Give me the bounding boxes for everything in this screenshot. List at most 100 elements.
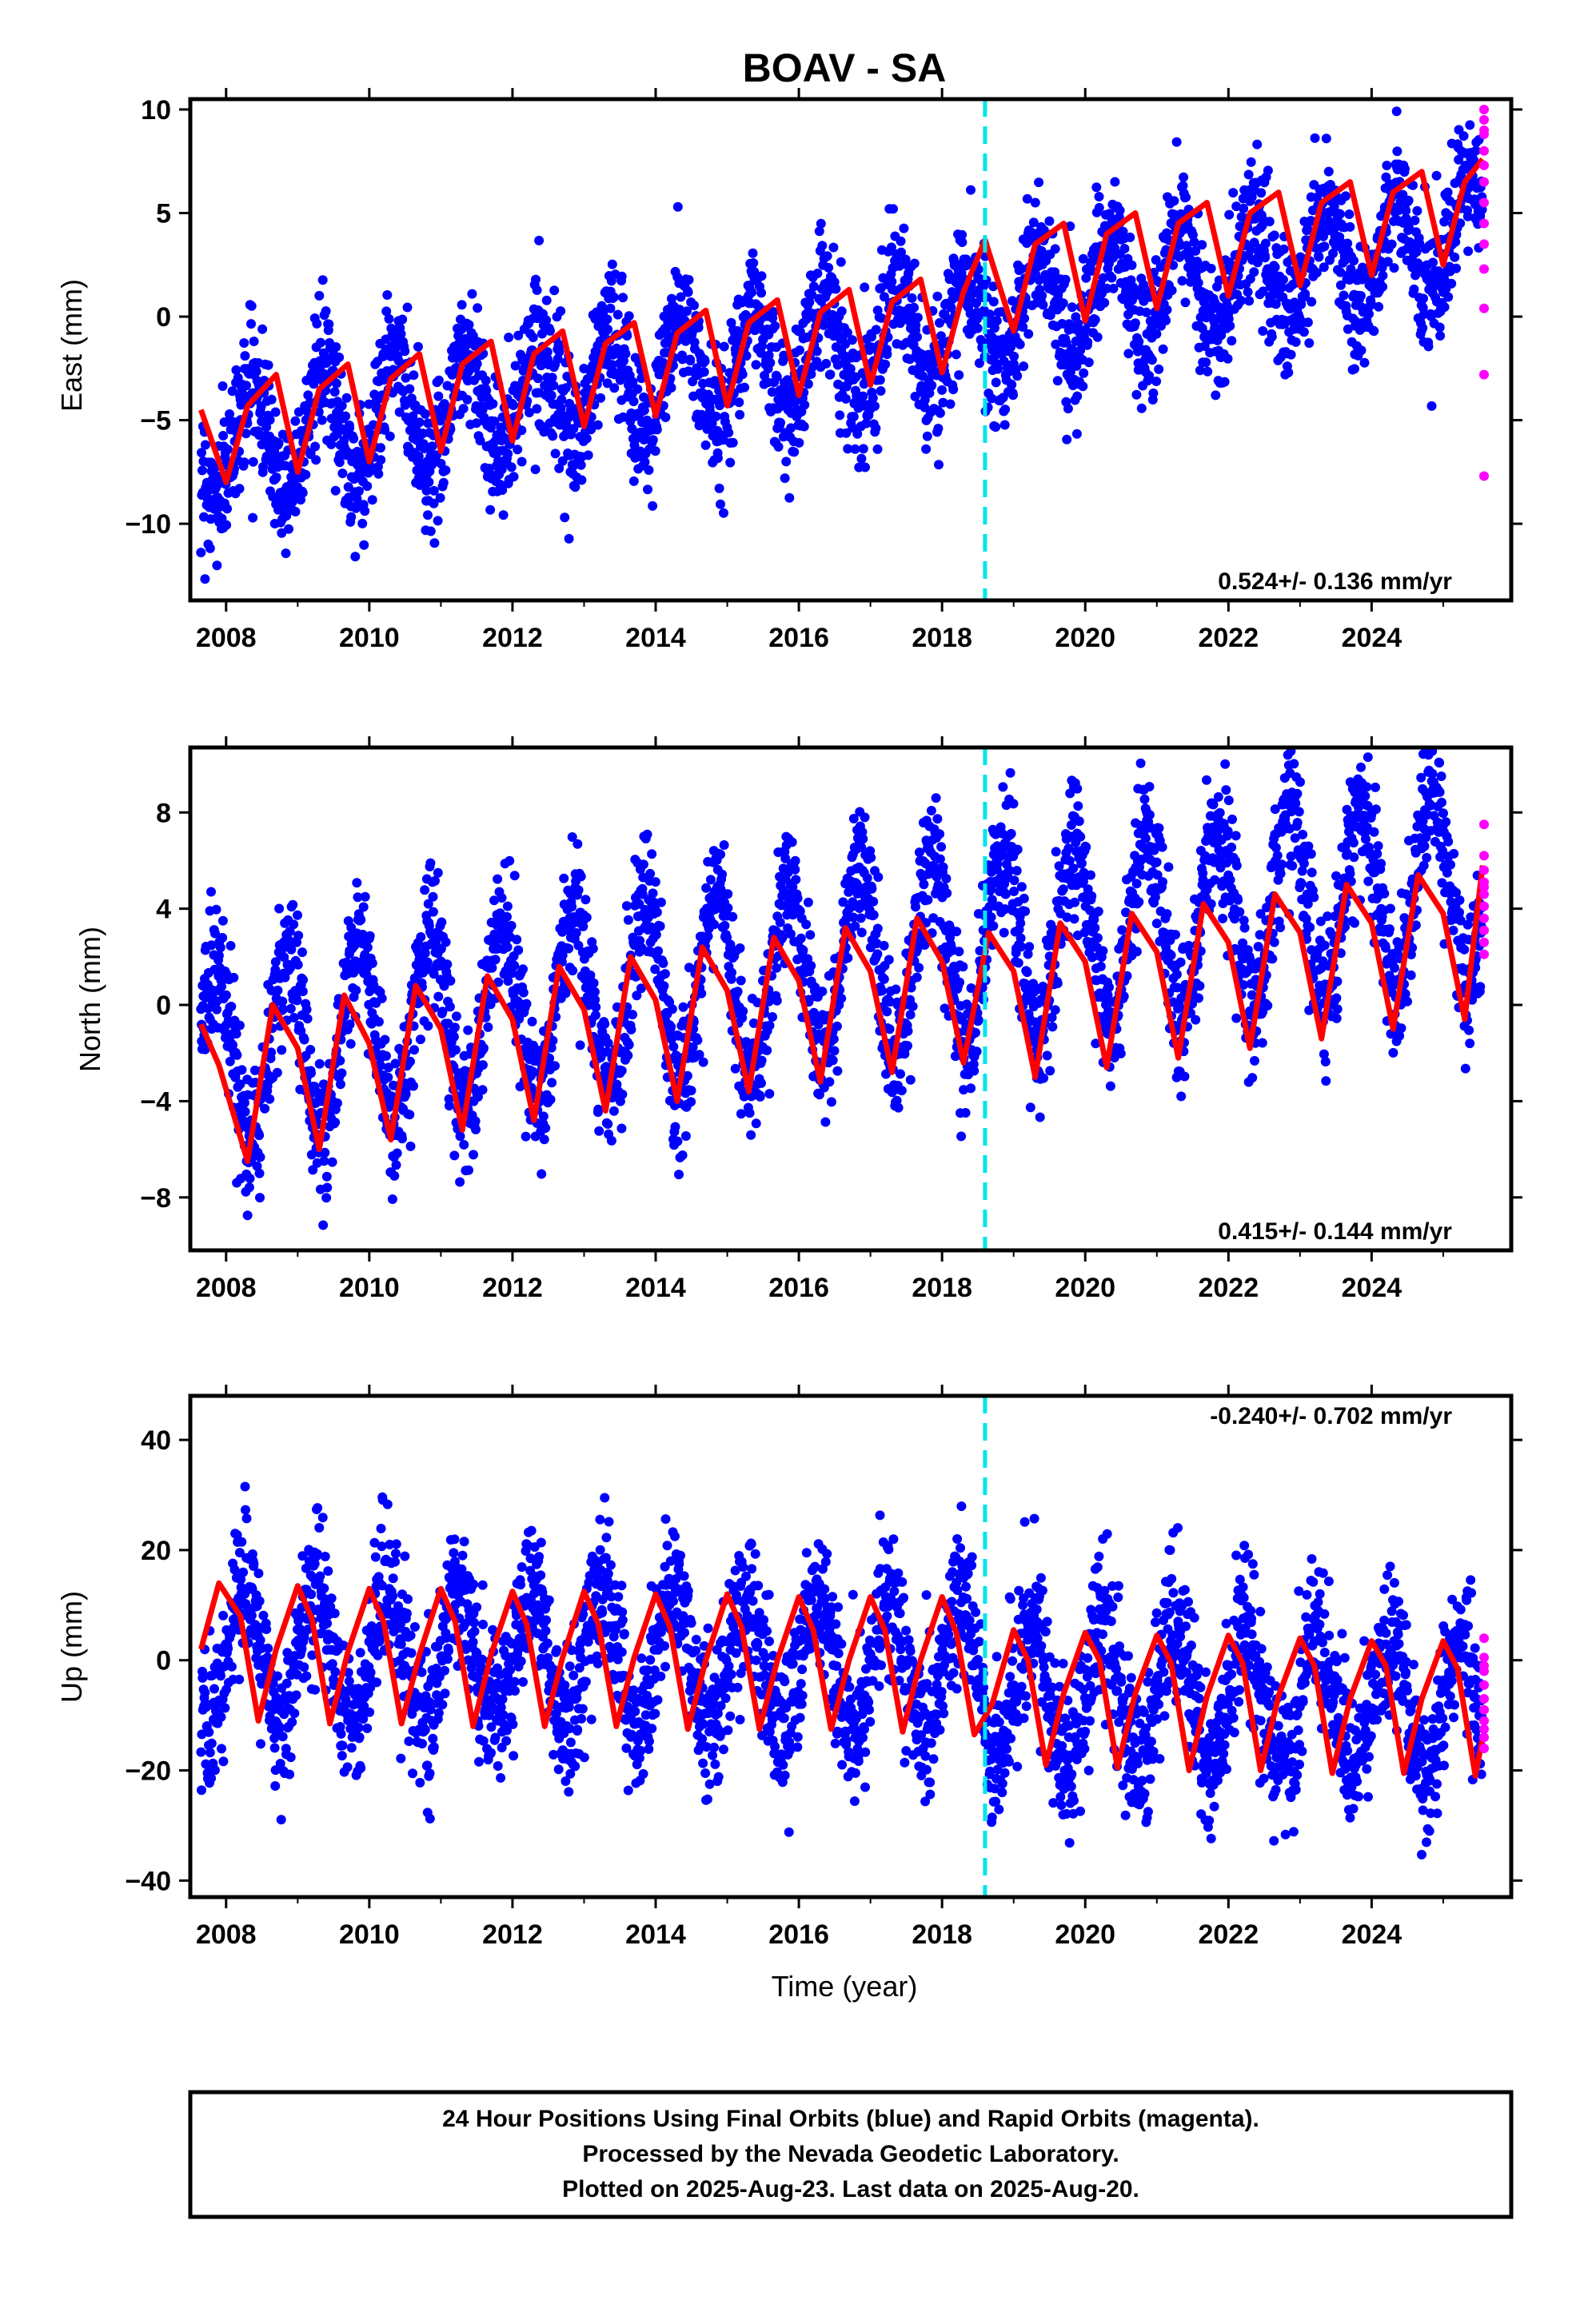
east-data-point <box>239 338 249 348</box>
north-data-point <box>293 931 303 940</box>
east-data-point <box>1000 405 1010 414</box>
east-data-point <box>337 468 347 478</box>
north-data-point <box>255 1169 265 1178</box>
east-data-point <box>457 300 467 309</box>
east-data-point <box>835 410 844 420</box>
east-x-tick-label: 2012 <box>482 623 543 653</box>
east-data-point <box>465 320 474 329</box>
east-data-point <box>403 303 413 313</box>
east-data-point <box>673 202 683 212</box>
north-data-point <box>430 876 440 886</box>
east-data-point <box>966 185 976 195</box>
east-data-point <box>1083 337 1092 347</box>
east-data-point <box>509 472 519 481</box>
east-data-point <box>738 369 748 379</box>
east-x-tick-label: 2018 <box>912 623 972 653</box>
east-data-point <box>368 495 377 504</box>
east-data-point <box>205 544 215 553</box>
east-data-point <box>503 449 513 459</box>
east-rate-label: 0.524+/- 0.136 mm/yr <box>1218 568 1452 595</box>
east-data-point <box>789 447 799 456</box>
north-data-point <box>450 1022 460 1032</box>
east-data-point <box>846 364 856 373</box>
east-data-point <box>991 422 1000 432</box>
north-data-point <box>232 1050 241 1060</box>
east-data-point <box>1019 313 1029 323</box>
north-data-point <box>243 1210 253 1220</box>
east-data-point <box>912 333 922 342</box>
north-data-point <box>856 913 866 923</box>
east-data-point <box>602 314 612 324</box>
north-data-point <box>824 1077 834 1086</box>
east-data-point <box>350 552 360 561</box>
east-data-point <box>433 392 443 401</box>
east-data-point <box>1119 244 1129 253</box>
east-data-point <box>880 360 890 369</box>
east-data-point <box>549 285 559 295</box>
north-data-point <box>449 1032 459 1042</box>
east-data-point <box>312 319 321 329</box>
north-data-point <box>423 1021 433 1030</box>
north-data-point <box>723 889 732 899</box>
east-data-point <box>660 413 670 422</box>
east-data-point <box>740 383 749 393</box>
east-data-point <box>1084 357 1094 367</box>
north-data-point <box>459 1140 469 1150</box>
east-data-point <box>252 367 261 377</box>
east-data-point <box>908 293 917 303</box>
east-data-point <box>1390 263 1399 273</box>
east-rapid-point <box>1479 198 1489 208</box>
east-data-point <box>317 416 327 425</box>
east-data-point <box>684 275 694 285</box>
east-data-point <box>1304 338 1314 348</box>
east-data-point <box>837 306 847 316</box>
east-data-point <box>768 387 777 397</box>
east-data-point <box>1181 193 1191 202</box>
north-data-point <box>445 976 455 986</box>
north-data-point <box>322 1183 332 1193</box>
north-data-point <box>356 915 365 925</box>
north-data-point <box>455 1178 465 1187</box>
north-data-point <box>798 946 808 955</box>
north-data-point <box>668 1004 677 1014</box>
east-data-point <box>481 376 491 385</box>
east-data-point <box>937 385 947 395</box>
east-data-point <box>1239 204 1248 213</box>
east-data-point <box>1378 271 1387 281</box>
east-data-point <box>354 486 364 496</box>
east-data-point <box>1091 315 1100 325</box>
east-data-point <box>1062 435 1071 444</box>
north-data-point <box>573 839 582 849</box>
north-data-point <box>656 898 666 907</box>
east-x-tick-label: 2020 <box>1055 623 1115 653</box>
north-data-point <box>679 1003 688 1012</box>
east-data-point <box>1256 188 1266 197</box>
east-data-point <box>281 548 291 558</box>
north-data-point <box>298 975 308 985</box>
east-data-point <box>868 393 878 403</box>
east-data-point <box>467 289 477 299</box>
east-data-point <box>531 275 541 285</box>
east-data-point <box>271 408 281 417</box>
east-data-point <box>700 357 710 366</box>
east-data-point <box>780 473 790 483</box>
east-data-point <box>858 392 868 401</box>
east-data-point <box>921 444 931 454</box>
east-data-point <box>836 257 846 267</box>
east-data-point <box>265 415 275 425</box>
east-data-point <box>1344 209 1354 219</box>
north-data-point <box>318 1221 328 1230</box>
north-data-point <box>391 1058 401 1068</box>
north-data-point <box>647 849 656 859</box>
east-data-point <box>1034 177 1043 187</box>
east-data-point <box>948 385 958 394</box>
north-data-point <box>265 1094 274 1104</box>
north-data-point <box>659 981 668 991</box>
north-data-point <box>273 1068 282 1078</box>
north-data-point <box>692 1035 702 1045</box>
north-data-point <box>420 885 429 895</box>
east-data-point <box>241 381 251 390</box>
east-data-point <box>1463 246 1473 256</box>
north-data-point <box>863 873 872 883</box>
